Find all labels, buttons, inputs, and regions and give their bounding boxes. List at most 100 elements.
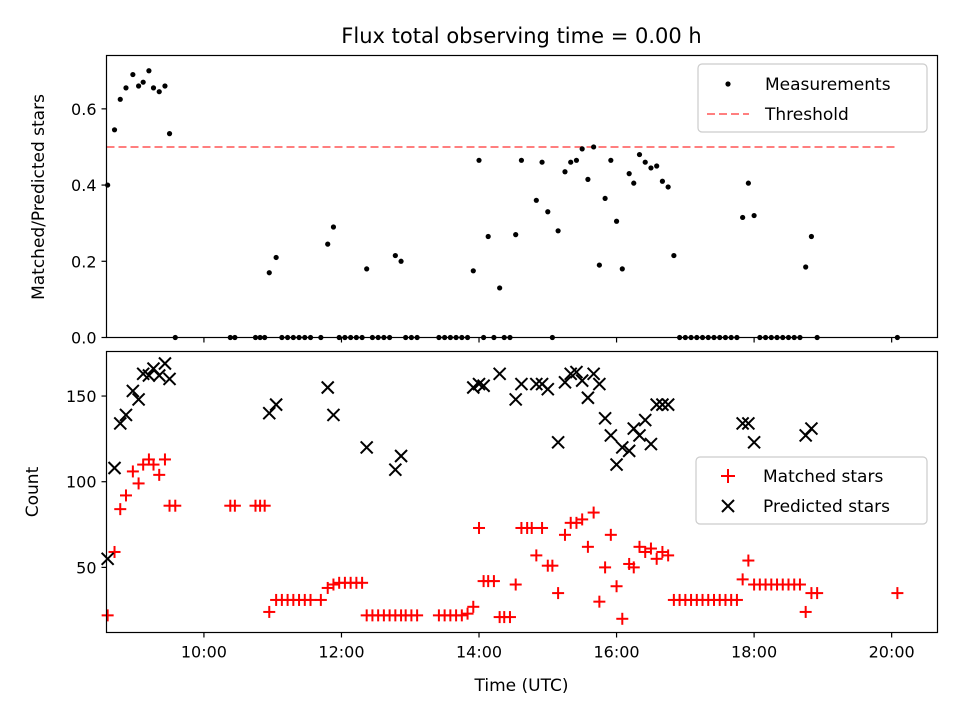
predicted-stars-point: [598, 411, 612, 426]
predicted-stars-point: [142, 368, 156, 383]
matched-stars-point: [644, 542, 657, 555]
x-axis-label: Time (UTC): [474, 676, 569, 696]
matched-stars-point: [576, 513, 589, 526]
predicted-stars-point: [558, 375, 572, 390]
matched-stars-point: [153, 468, 166, 481]
predicted-stars-point: [644, 437, 658, 451]
measurement-point: [398, 258, 404, 264]
measurement-point: [156, 89, 162, 95]
matched-stars-point: [108, 545, 121, 558]
matched-stars-point: [662, 549, 675, 562]
predicted-stars-point: [747, 435, 761, 450]
matched-stars-point: [487, 575, 500, 588]
bottom-plot-area: [100, 356, 904, 625]
measurement-point: [166, 131, 173, 137]
bottom-legend: Matched stars Predicted stars: [695, 456, 928, 525]
measurement-point: [636, 151, 643, 158]
bottom-y-tick-label: 100: [66, 473, 97, 492]
measurement-point: [364, 266, 370, 272]
matched-stars-point: [147, 458, 160, 471]
measurement-point: [740, 214, 746, 221]
matched-stars-point: [530, 549, 543, 562]
matched-stars-point: [356, 576, 369, 589]
measurement-point: [596, 262, 602, 268]
matched-stars-point: [581, 540, 594, 553]
predicted-stars-point: [661, 397, 675, 412]
measurement-point: [745, 180, 751, 186]
matched-stars-legend-label: Matched stars: [763, 467, 883, 487]
measurement-point: [485, 233, 491, 240]
predicted-stars-point: [586, 367, 601, 381]
measurement-point: [130, 71, 136, 78]
predicted-stars-point: [107, 461, 122, 475]
measurement-point: [123, 85, 129, 91]
matched-stars-point: [610, 580, 623, 593]
matched-stars-point: [558, 528, 571, 541]
matched-stars-point: [263, 605, 276, 618]
measurement-point: [518, 157, 525, 163]
measurement-point: [140, 79, 146, 85]
measurement-point: [808, 233, 815, 240]
measurement-point: [626, 171, 632, 177]
measurement-point: [642, 159, 648, 165]
matched-stars-point: [228, 499, 241, 512]
predicted-stars-point: [113, 416, 127, 431]
measurement-point: [150, 85, 157, 91]
measurement-point: [751, 212, 757, 219]
matched-stars-point: [101, 609, 114, 622]
measurement-point: [654, 163, 660, 169]
measurement-point: [648, 165, 654, 171]
bottom-y-axis-label: Count: [23, 466, 43, 517]
measurement-point: [325, 241, 331, 247]
predicted-stars-point: [541, 382, 555, 396]
predicted-stars-point: [649, 397, 664, 412]
x-tick-label: 18:00: [731, 643, 777, 662]
matched-stars-point: [114, 503, 127, 516]
matched-stars-point: [467, 600, 480, 613]
measurement-point: [497, 285, 503, 291]
matched-stars-point: [473, 521, 486, 534]
matched-stars-point: [633, 540, 646, 553]
predicted-stars-point: [575, 373, 589, 388]
figure-title: Flux total observing time = 0.00 h: [341, 24, 701, 48]
matched-stars-point: [411, 609, 424, 622]
predicted-stars-point: [735, 416, 750, 431]
predicted-stars-point: [632, 428, 647, 443]
matched-stars-point: [599, 561, 612, 574]
predicted-stars-point: [119, 408, 133, 422]
measurement-point: [392, 252, 398, 259]
measurement-point: [602, 195, 608, 202]
x-tick-label: 14:00: [456, 643, 502, 662]
measurement-point: [533, 197, 539, 203]
predicted-stars-point: [622, 444, 636, 458]
top-x-ticks: [203, 337, 893, 343]
x-tick-label: 20:00: [869, 643, 915, 662]
matched-stars-point: [455, 609, 468, 622]
top-y-tick-label: 0.2: [71, 252, 96, 271]
matched-stars-point: [587, 506, 600, 519]
measurement-point: [513, 232, 519, 238]
matched-stars-point: [304, 593, 317, 606]
matched-stars-point: [627, 561, 640, 574]
predicted-stars-point: [388, 463, 403, 477]
matched-stars-point: [119, 489, 132, 502]
matched-stars-point: [546, 559, 559, 572]
measurement-point: [659, 178, 666, 184]
predicted-stars-point: [472, 377, 486, 391]
predicted-stars-point: [131, 392, 146, 407]
matched-stars-point: [799, 605, 812, 618]
measurement-point: [568, 159, 574, 165]
predicted-stars-point: [508, 392, 523, 407]
measurement-point: [579, 146, 585, 152]
measurement-point: [555, 228, 561, 234]
measurement-point: [619, 266, 625, 272]
predicted-stars-legend-marker: [721, 499, 735, 513]
matched-stars-point: [137, 458, 150, 471]
measurement-point: [665, 184, 671, 190]
predicted-stars-legend-label: Predicted stars: [763, 497, 890, 517]
measurement-point: [266, 270, 272, 276]
matched-stars-point: [461, 607, 474, 620]
measurement-point: [545, 209, 551, 215]
matched-stars-point: [327, 578, 340, 591]
measurement-point: [803, 264, 809, 270]
